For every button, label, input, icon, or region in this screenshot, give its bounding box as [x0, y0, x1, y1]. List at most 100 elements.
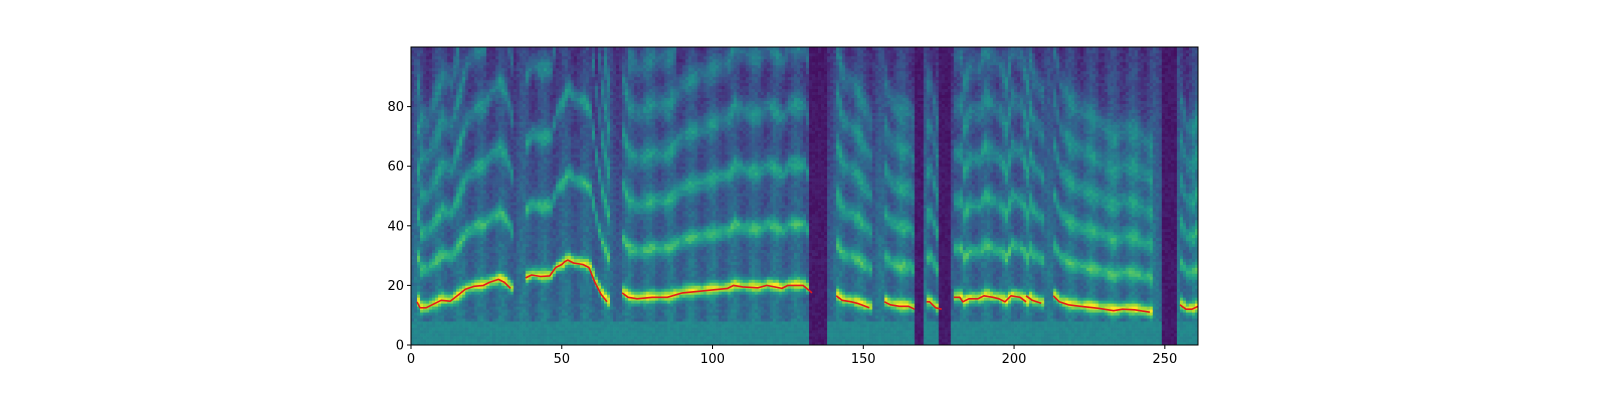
- heatmap-cell: [414, 327, 417, 330]
- heatmap-cell: [432, 291, 435, 294]
- heatmap-cell: [417, 178, 420, 181]
- heatmap-cell: [411, 288, 414, 291]
- heatmap-cell: [429, 110, 432, 113]
- heatmap-cell: [435, 226, 438, 229]
- heatmap-cell: [429, 321, 432, 324]
- heatmap-cell: [447, 202, 450, 205]
- heatmap-cell: [453, 330, 456, 333]
- heatmap-cell: [435, 318, 438, 321]
- heatmap-cell: [441, 124, 444, 127]
- heatmap-cell: [423, 142, 426, 145]
- heatmap-cell: [453, 268, 456, 271]
- heatmap-cell: [417, 336, 420, 339]
- heatmap-cell: [435, 315, 438, 318]
- heatmap-cell: [438, 321, 441, 324]
- heatmap-cell: [453, 187, 456, 190]
- heatmap-cell: [435, 288, 438, 291]
- heatmap-cell: [429, 151, 432, 154]
- heatmap-cell: [417, 312, 420, 315]
- heatmap-cell: [432, 244, 435, 247]
- heatmap-cell: [417, 223, 420, 226]
- heatmap-cell: [417, 148, 420, 151]
- heatmap-cell: [423, 273, 426, 276]
- heatmap-cell: [447, 124, 450, 127]
- heatmap-cell: [456, 315, 459, 318]
- heatmap-cell: [420, 291, 423, 294]
- heatmap-cell: [438, 217, 441, 220]
- heatmap-cell: [447, 333, 450, 336]
- heatmap-cell: [453, 300, 456, 303]
- heatmap-cell: [411, 113, 414, 116]
- heatmap-cell: [420, 282, 423, 285]
- heatmap-cell: [435, 333, 438, 336]
- heatmap-cell: [435, 327, 438, 330]
- heatmap-cell: [411, 124, 414, 127]
- heatmap-cell: [453, 83, 456, 86]
- heatmap-cell: [423, 65, 426, 68]
- heatmap-cell: [444, 119, 447, 122]
- heatmap-cell: [426, 208, 429, 211]
- heatmap-cell: [447, 288, 450, 291]
- heatmap-cell: [438, 285, 441, 288]
- heatmap-cell: [438, 306, 441, 309]
- heatmap-cell: [420, 339, 423, 342]
- heatmap-cell: [435, 312, 438, 315]
- heatmap-cell: [450, 256, 453, 259]
- heatmap-cell: [444, 282, 447, 285]
- heatmap-cell: [417, 327, 420, 330]
- heatmap-cell: [411, 241, 414, 244]
- heatmap-cell: [441, 65, 444, 68]
- heatmap-cell: [447, 178, 450, 181]
- heatmap-cell: [447, 116, 450, 119]
- heatmap-cell: [456, 220, 459, 223]
- heatmap-cell: [432, 205, 435, 208]
- heatmap-cell: [426, 86, 429, 89]
- heatmap-cell: [435, 271, 438, 274]
- heatmap-cell: [423, 297, 426, 300]
- heatmap-cell: [432, 259, 435, 262]
- heatmap-cell: [411, 279, 414, 282]
- heatmap-cell: [435, 122, 438, 125]
- heatmap-cell: [447, 172, 450, 175]
- heatmap-cell: [435, 83, 438, 86]
- heatmap-cell: [435, 294, 438, 297]
- heatmap-cell: [414, 309, 417, 312]
- heatmap-cell: [411, 130, 414, 133]
- heatmap-cell: [435, 229, 438, 232]
- heatmap-cell: [417, 339, 420, 342]
- heatmap-cell: [417, 229, 420, 232]
- heatmap-cell: [441, 315, 444, 318]
- heatmap-cell: [447, 160, 450, 163]
- heatmap-cell: [411, 163, 414, 166]
- heatmap-cell: [432, 154, 435, 157]
- heatmap-cell: [426, 202, 429, 205]
- heatmap-cell: [429, 211, 432, 214]
- heatmap-cell: [450, 339, 453, 342]
- heatmap-cell: [435, 247, 438, 250]
- heatmap-cell: [447, 217, 450, 220]
- heatmap-cell: [423, 127, 426, 130]
- heatmap-cell: [429, 196, 432, 199]
- heatmap-cell: [423, 190, 426, 193]
- heatmap-cell: [420, 259, 423, 262]
- heatmap-cell: [450, 279, 453, 282]
- heatmap-cell: [447, 83, 450, 86]
- heatmap-cell: [417, 259, 420, 262]
- heatmap-cell: [450, 220, 453, 223]
- heatmap-cell: [444, 244, 447, 247]
- heatmap-cell: [414, 113, 417, 116]
- heatmap-cell: [447, 68, 450, 71]
- heatmap-cell: [429, 288, 432, 291]
- heatmap-cell: [447, 238, 450, 241]
- heatmap-cell: [426, 238, 429, 241]
- heatmap-cell: [417, 92, 420, 95]
- heatmap-cell: [435, 336, 438, 339]
- heatmap-cell: [438, 193, 441, 196]
- heatmap-cell: [417, 279, 420, 282]
- heatmap-cell: [435, 154, 438, 157]
- heatmap-cell: [438, 256, 441, 259]
- heatmap-cell: [417, 77, 420, 80]
- heatmap-cell: [417, 291, 420, 294]
- heatmap-cell: [450, 175, 453, 178]
- heatmap-cell: [441, 288, 444, 291]
